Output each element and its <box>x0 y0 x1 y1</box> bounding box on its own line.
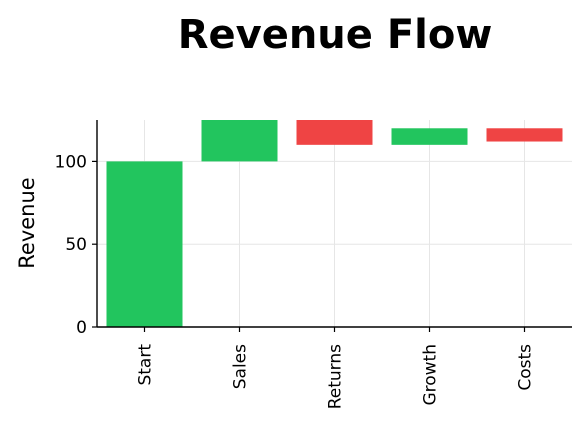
bar-sales <box>201 120 278 162</box>
y-tick-label: 50 <box>65 235 87 255</box>
bar-costs <box>486 128 563 142</box>
tick-labels: 0 50 100 Start Sales Returns Growth Costs <box>55 152 536 409</box>
x-tick-label-start: Start <box>136 344 156 386</box>
chart-title: Revenue Flow <box>178 12 493 58</box>
bar-start <box>106 161 183 327</box>
y-tick-label: 0 <box>76 318 87 338</box>
x-tick-label-returns: Returns <box>326 344 346 409</box>
bar-returns <box>296 120 373 145</box>
y-axis-label: Revenue <box>15 177 39 268</box>
x-tick-label-sales: Sales <box>231 344 251 389</box>
bar-growth <box>391 128 468 145</box>
x-tick-label-growth: Growth <box>421 344 441 406</box>
x-tick-label-costs: Costs <box>516 344 536 391</box>
bars <box>106 120 563 327</box>
y-tick-label: 100 <box>55 152 87 172</box>
